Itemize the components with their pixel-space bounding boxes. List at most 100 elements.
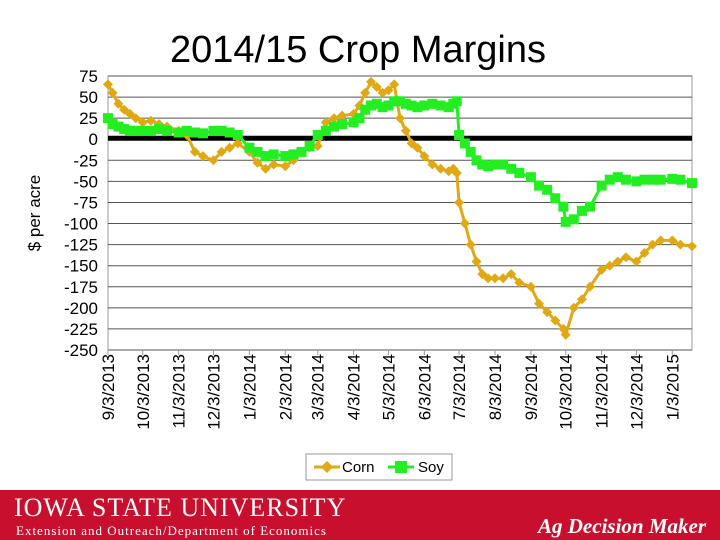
corn-point — [514, 277, 525, 288]
legend-corn-label: Corn — [342, 459, 375, 476]
y-tick-label: -175 — [64, 278, 98, 297]
department-name: Extension and Outreach/Department of Eco… — [16, 523, 327, 538]
corn-point — [585, 281, 595, 292]
soy-point — [419, 100, 430, 111]
soy-point — [328, 121, 339, 132]
soy-point — [360, 104, 371, 115]
soy-point — [465, 146, 476, 157]
corn-point — [471, 256, 482, 267]
soy-point — [612, 172, 623, 183]
x-tick-label: 11/3/2014 — [593, 354, 612, 428]
soy-point — [107, 119, 118, 130]
soy-point — [130, 125, 141, 136]
corn-point — [419, 151, 430, 162]
corn-point — [383, 85, 394, 96]
corn-point — [107, 87, 118, 98]
corn-point — [103, 79, 113, 90]
soy-point — [550, 193, 561, 204]
soy-point — [268, 149, 279, 160]
soy-point — [371, 98, 382, 109]
corn-point — [631, 256, 642, 267]
soy-point — [534, 180, 545, 191]
soy-point — [435, 100, 446, 111]
corn-point — [366, 76, 376, 87]
soy-point — [119, 124, 130, 135]
soy-point — [471, 155, 482, 166]
x-tick-label: 4/3/2014 — [345, 354, 364, 420]
soy-point — [244, 142, 255, 153]
y-tick-label: 0 — [89, 130, 98, 149]
y-tick-label: 25 — [79, 109, 98, 128]
corn-point — [459, 218, 470, 229]
corn-point — [604, 260, 615, 271]
soy-point — [103, 113, 113, 124]
corn-point — [312, 141, 323, 151]
soy-point — [395, 96, 405, 107]
y-axis-ticks: 75 50 25 0 -25 -50 -75 -100 -125 -150 -175 -200 -225… — [64, 67, 98, 360]
soy-point — [498, 159, 509, 170]
x-tick-label: 1/3/2014 — [240, 354, 259, 420]
soy-point — [125, 125, 136, 136]
soy-point — [320, 125, 331, 136]
soy-point — [568, 214, 579, 225]
corn-point — [621, 252, 631, 263]
soy-point — [647, 174, 658, 185]
soy-point — [173, 127, 184, 138]
soy-point — [312, 130, 323, 141]
corn-point — [534, 298, 544, 309]
soy-point — [542, 184, 553, 195]
soy-point — [412, 102, 423, 113]
corn-point — [224, 142, 235, 153]
y-axis-label: $ per acre — [25, 175, 44, 252]
y-tick-label: -25 — [73, 151, 98, 170]
corn-point — [337, 110, 348, 121]
x-axis-ticks: 9/3/2013 10/3/2013 11/3/2013 12/3/2013 1/3/2… — [99, 350, 682, 430]
corn-point — [395, 113, 405, 124]
soy-point — [232, 130, 243, 141]
corn-point — [232, 138, 243, 149]
soy-point — [260, 151, 271, 162]
corn-point — [435, 163, 446, 174]
x-tick-label: 5/3/2014 — [379, 354, 398, 420]
soy-point — [296, 146, 307, 157]
y-tick-label: 50 — [79, 88, 98, 107]
soy-point — [596, 180, 607, 191]
soy-point — [216, 125, 227, 136]
corn-point — [137, 117, 148, 128]
soy-point — [490, 159, 501, 170]
corn-point — [667, 235, 678, 246]
y-tick-label: -250 — [64, 341, 98, 360]
corn-point — [576, 294, 587, 305]
soy-point — [477, 159, 488, 170]
footer-bar: IOWA STATE UNIVERSITY Extension and Outr… — [0, 490, 720, 540]
corn-point — [427, 159, 438, 170]
soy-point — [525, 172, 536, 183]
corn-point — [154, 119, 164, 130]
x-tick-label: 6/3/2014 — [415, 354, 434, 420]
soy-point — [483, 161, 494, 172]
soy-point — [208, 125, 219, 136]
corn-point — [145, 115, 156, 126]
x-tick-label: 3/3/2014 — [309, 354, 328, 420]
soy-point — [162, 125, 173, 136]
soy-point — [354, 113, 365, 124]
soy-point — [348, 117, 359, 128]
corn-point — [687, 241, 697, 252]
corn-point — [400, 125, 411, 136]
corn-point — [198, 151, 208, 162]
corn-point — [130, 113, 141, 124]
y-tick-label: -125 — [64, 236, 98, 255]
y-tick-label: -200 — [64, 299, 98, 318]
corn-point — [498, 273, 509, 284]
y-tick-label: -100 — [64, 215, 98, 234]
legend-soy-marker — [395, 461, 407, 473]
corn-point — [483, 273, 494, 284]
soy-point — [337, 119, 348, 130]
corn-point — [320, 117, 331, 128]
soy-point — [631, 176, 642, 187]
y-tick-label: -225 — [64, 320, 98, 339]
soy-point — [400, 98, 411, 109]
soy-point — [687, 178, 697, 189]
soy-point — [406, 100, 417, 111]
